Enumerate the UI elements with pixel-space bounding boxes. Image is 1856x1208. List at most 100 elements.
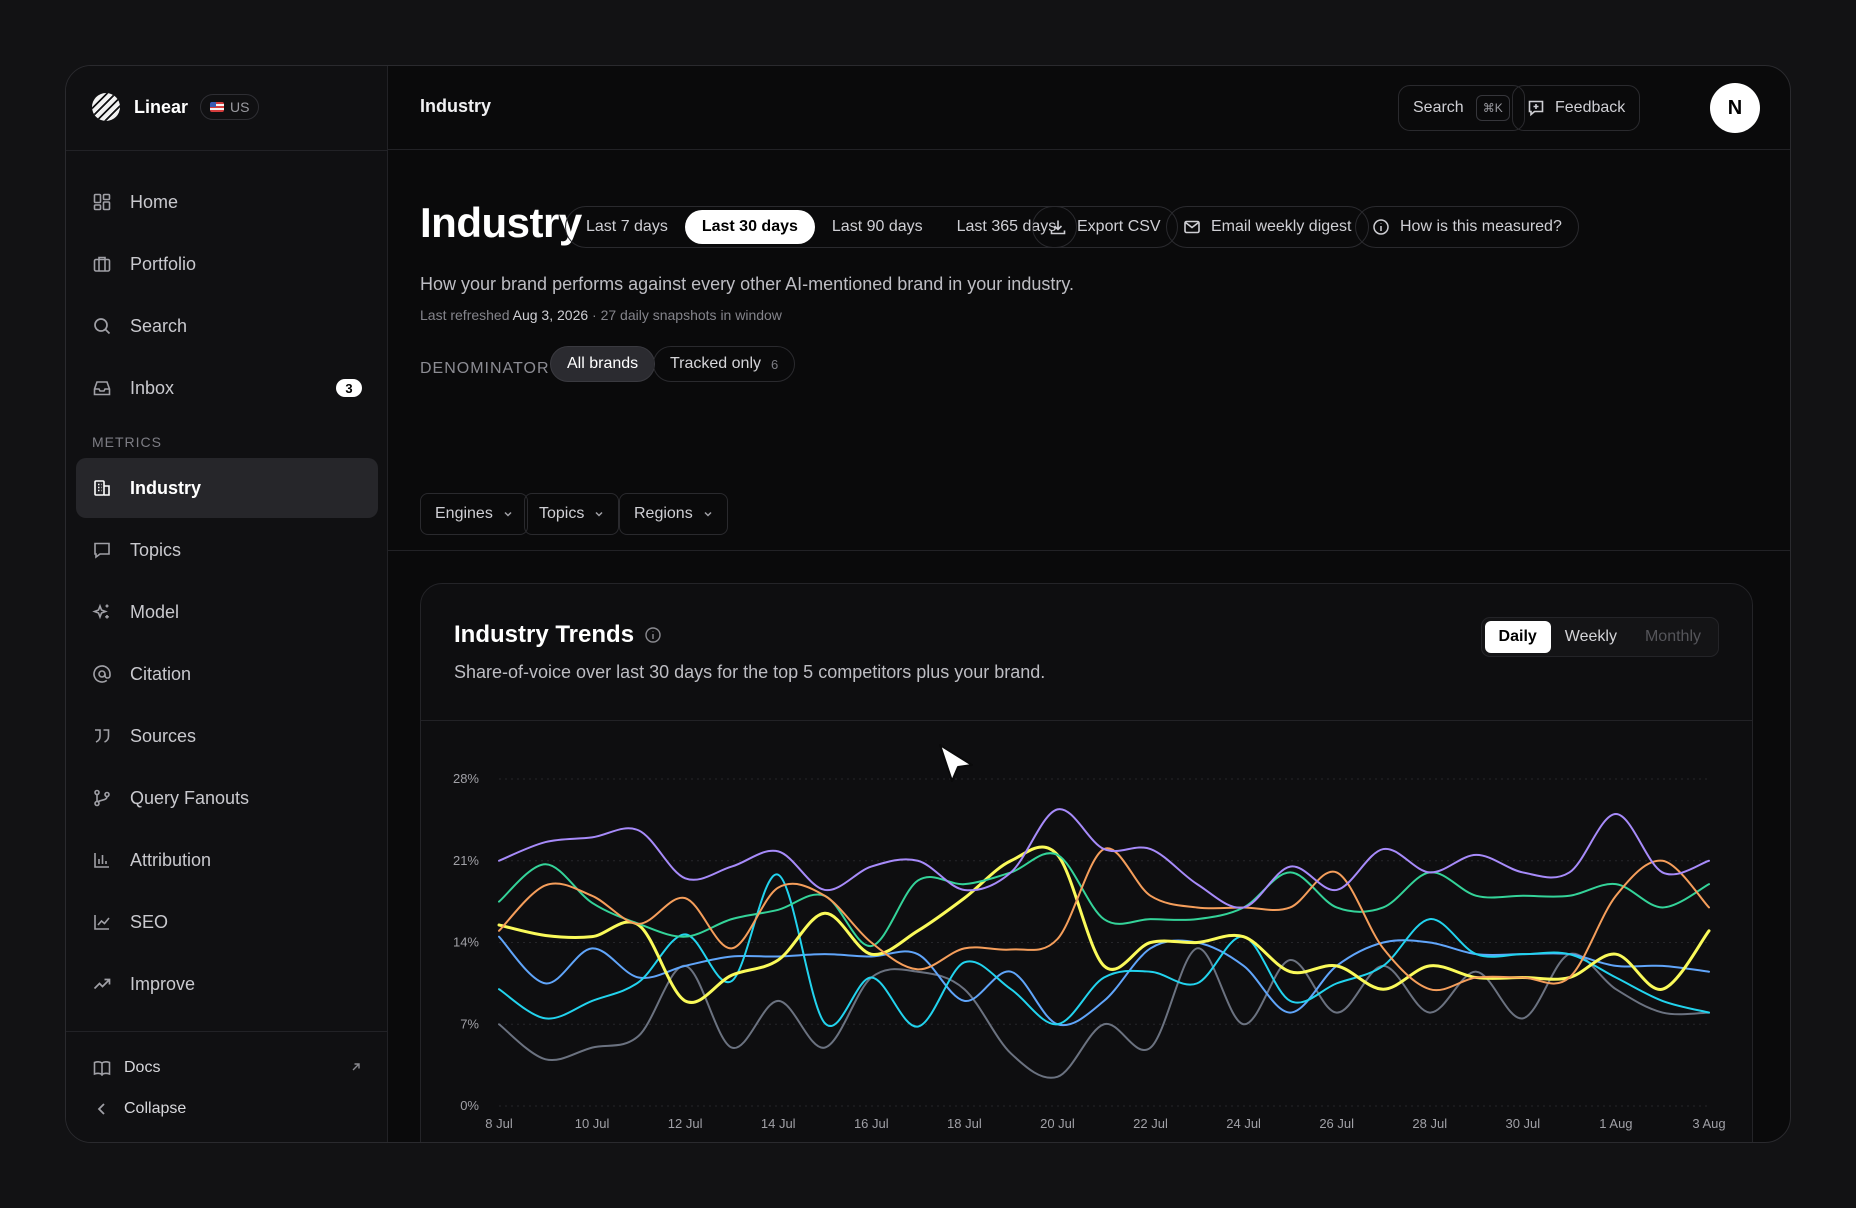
sidebar-item-sources[interactable]: Sources — [76, 706, 378, 766]
x-tick-label: 24 Jul — [1226, 1116, 1261, 1131]
card-title: Industry Trends — [454, 621, 662, 649]
sidebar-item-model[interactable]: Model — [76, 582, 378, 642]
x-tick-label: 10 Jul — [575, 1116, 610, 1131]
x-tick-label: 8 Jul — [485, 1116, 513, 1131]
inbox-icon — [92, 378, 112, 398]
region-badge[interactable]: US — [200, 94, 260, 120]
sidebar-item-attribution[interactable]: Attribution — [76, 830, 378, 890]
regions-filter[interactable]: Regions — [619, 493, 728, 535]
engines-label: Engines — [435, 505, 493, 522]
how-measured-button[interactable]: How is this measured? — [1355, 206, 1579, 248]
sparkle-icon — [92, 602, 112, 622]
branch-icon — [92, 788, 112, 808]
line-chart-icon — [92, 912, 112, 932]
sidebar-item-label: Search — [130, 315, 188, 336]
sidebar: Linear US Home Portfolio — [66, 66, 388, 1142]
x-tick-label: 28 Jul — [1412, 1116, 1447, 1131]
engines-filter[interactable]: Engines — [420, 493, 528, 535]
range-option-90d[interactable]: Last 90 days — [831, 218, 923, 235]
topics-filter[interactable]: Topics — [524, 493, 620, 535]
card-subtitle: Share-of-voice over last 30 days for the… — [454, 662, 1046, 682]
sidebar-item-topics[interactable]: Topics — [76, 520, 378, 580]
series-line-7[interactable] — [498, 947, 1710, 1079]
breadcrumb: Industry — [420, 96, 492, 116]
series-line-5[interactable] — [498, 873, 1710, 1028]
sidebar-item-seo[interactable]: SEO — [76, 892, 378, 952]
granularity-daily[interactable]: Daily — [1484, 621, 1551, 653]
divider — [66, 1031, 387, 1032]
tracked-label: Tracked only — [670, 355, 761, 372]
export-csv-button[interactable]: Export CSV — [1032, 206, 1178, 248]
sidebar-item-label: Home — [130, 191, 179, 212]
refreshed-prefix: Last refreshed — [420, 307, 510, 323]
refreshed-date: Aug 3, 2026 — [512, 307, 589, 323]
sidebar-item-query-fanouts[interactable]: Query Fanouts — [76, 768, 378, 828]
x-tick-label: 16 Jul — [854, 1116, 889, 1131]
bar-chart-icon — [92, 850, 112, 870]
inbox-count-badge: 3 — [336, 379, 362, 397]
sidebar-item-citation[interactable]: Citation — [76, 644, 378, 704]
sidebar-item-label: SEO — [130, 911, 169, 932]
x-tick-label: 22 Jul — [1133, 1116, 1168, 1131]
feedback-icon — [1527, 99, 1545, 117]
granularity-weekly[interactable]: Weekly — [1564, 628, 1617, 645]
docs-link[interactable]: Docs — [92, 1053, 362, 1083]
sidebar-item-label: Attribution — [130, 849, 212, 870]
external-link-icon — [350, 1061, 362, 1076]
denominator-tracked-only[interactable]: Tracked only 6 — [653, 346, 796, 382]
granularity-toggle: Daily Weekly Monthly — [1480, 617, 1719, 657]
series-line-1[interactable] — [498, 808, 1710, 909]
chevron-down-icon — [594, 509, 604, 519]
sidebar-item-label: Topics — [130, 539, 182, 560]
series-line-3[interactable] — [498, 852, 1710, 948]
tracked-count: 6 — [771, 356, 779, 372]
series-line-6[interactable] — [498, 935, 1710, 1027]
x-tick-label: 3 Aug — [1692, 1116, 1725, 1131]
sidebar-item-home[interactable]: Home — [76, 172, 378, 232]
sidebar-item-search[interactable]: Search — [76, 296, 378, 356]
info-icon[interactable] — [644, 626, 662, 644]
x-tick-label: 18 Jul — [947, 1116, 982, 1131]
range-option-30d[interactable]: Last 30 days — [684, 210, 815, 244]
email-digest-button[interactable]: Email weekly digest — [1166, 206, 1369, 248]
workspace-switcher[interactable]: Linear US — [92, 90, 260, 124]
y-tick-label: 7% — [460, 1016, 479, 1031]
chevron-left-icon — [92, 1099, 112, 1119]
x-tick-label: 1 Aug — [1599, 1116, 1632, 1131]
search-label: Search — [1413, 99, 1464, 116]
briefcase-icon — [92, 254, 112, 274]
sidebar-item-inbox[interactable]: Inbox 3 — [76, 358, 378, 418]
collapse-button[interactable]: Collapse — [92, 1094, 362, 1124]
search-button[interactable]: Search ⌘K — [1398, 85, 1525, 131]
sidebar-item-portfolio[interactable]: Portfolio — [76, 234, 378, 294]
shortcut-hint: ⌘K — [1475, 95, 1510, 121]
search-icon — [92, 316, 112, 336]
building-icon — [92, 478, 112, 498]
x-tick-label: 12 Jul — [668, 1116, 703, 1131]
region-label: US — [230, 99, 250, 115]
sidebar-nav: Home Portfolio Search Inbox 3 — [76, 172, 378, 1016]
share-of-voice-chart: 0% 7% 14% 21% 28% 8 Jul 10 Jul 12 Jul 14 Jul 16 J… — [453, 771, 1726, 1131]
digest-label: Email weekly digest — [1211, 218, 1352, 235]
export-label: Export CSV — [1077, 218, 1161, 235]
denominator-all-brands[interactable]: All brands — [550, 346, 656, 382]
card-title-text: Industry Trends — [454, 621, 635, 648]
sidebar-item-label: Inbox — [130, 377, 175, 398]
range-option-7d[interactable]: Last 7 days — [586, 218, 668, 235]
book-icon — [92, 1058, 112, 1078]
granularity-monthly[interactable]: Monthly — [1644, 628, 1701, 645]
series-line-4[interactable] — [497, 845, 1711, 1004]
divider — [66, 150, 387, 151]
range-option-365d[interactable]: Last 365 days — [956, 218, 1057, 235]
sidebar-item-improve[interactable]: Improve — [76, 954, 378, 1014]
y-tick-label: 14% — [453, 935, 479, 950]
mail-icon — [1183, 218, 1201, 236]
feedback-button[interactable]: Feedback — [1512, 85, 1641, 131]
y-tick-label: 0% — [460, 1098, 479, 1113]
sidebar-item-industry[interactable]: Industry — [76, 458, 378, 518]
section-label-metrics: METRICS — [92, 434, 162, 450]
info-icon — [1372, 218, 1390, 236]
linear-logo-icon — [92, 93, 120, 121]
avatar[interactable]: N — [1710, 83, 1760, 133]
collapse-label: Collapse — [124, 1100, 187, 1117]
